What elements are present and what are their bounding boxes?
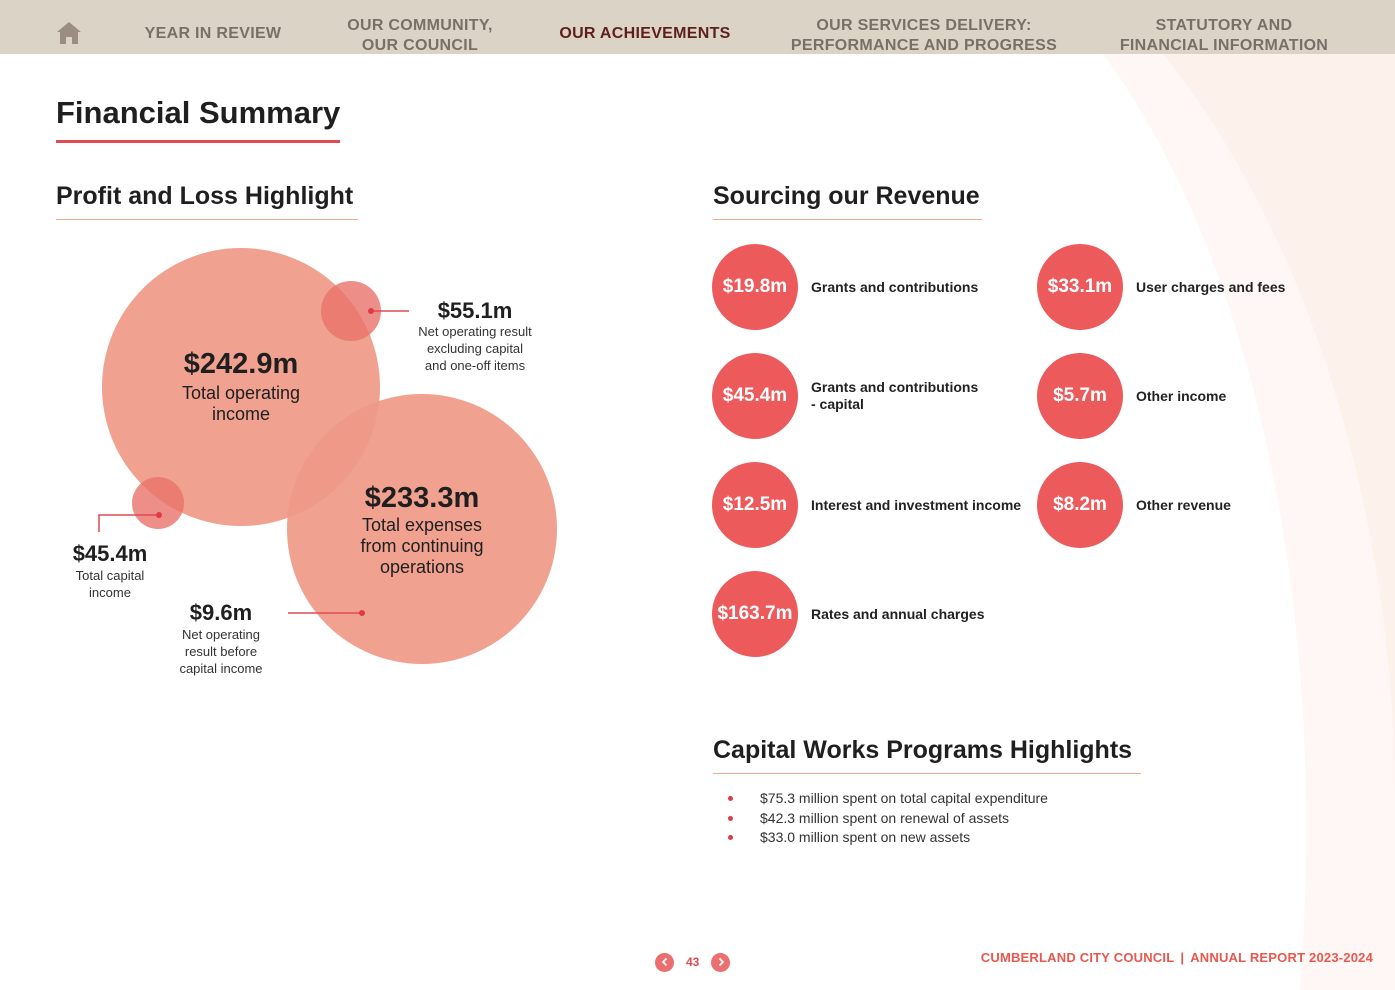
nav-item-our-achievements[interactable]: OUR ACHIEVEMENTS (559, 25, 731, 42)
bullet-text: $75.3 million spent on total capital exp… (760, 790, 1048, 806)
next-page-button[interactable] (711, 952, 731, 972)
revenue-label: Other revenue (1136, 496, 1231, 513)
revenue-label: Grants and contributions (811, 278, 979, 295)
revenue-value-circle: $33.1m (1037, 244, 1123, 330)
total-capital-income-value: $45.4m (72, 541, 148, 566)
profit-loss-underline (56, 219, 358, 220)
page-pager: 43 (655, 952, 731, 972)
capital-works-list: $75.3 million spent on total capital exp… (728, 789, 1048, 848)
revenue-value-circle: $12.5m (712, 462, 798, 548)
list-item: $42.3 million spent on renewal of assets (728, 809, 1048, 829)
list-item: $33.0 million spent on new assets (728, 828, 1048, 848)
bullet-text: $42.3 million spent on renewal of assets (760, 809, 1010, 826)
capital-works-underline (713, 773, 1141, 774)
bullet-icon (728, 796, 733, 801)
net-result-before-capital-label: Net operating result before capital inco… (179, 627, 263, 676)
revenue-title: Sourcing our Revenue (713, 182, 980, 210)
net-result-before-capital-value: $9.6m (189, 600, 253, 625)
revenue-label: Other income (1136, 387, 1227, 404)
revenue-value-circle: $163.7m (712, 571, 798, 657)
revenue-value-circle: $45.4m (712, 353, 798, 439)
bubble-total-expenses (287, 394, 557, 664)
revenue-value-circle: $8.2m (1037, 462, 1123, 548)
nav-item-year-in-review[interactable]: YEAR IN REVIEW (144, 25, 282, 42)
home-icon[interactable] (55, 19, 83, 47)
leader-dot-capital-income (156, 512, 162, 518)
bubble-net-operating-result (321, 281, 381, 341)
net-operating-result-label: Net operating result excluding capital a… (418, 324, 532, 373)
bullet-text: $33.0 million spent on new assets (760, 829, 971, 845)
chevron-right-icon (718, 957, 725, 967)
page-number: 43 (686, 955, 700, 969)
capital-works-title: Capital Works Programs Highlights (713, 736, 1133, 764)
list-item: $75.3 million spent on total capital exp… (728, 789, 1048, 809)
profit-loss-title: Profit and Loss Highlight (56, 182, 354, 210)
revenue-item: $45.4m Grants and contributions - capita… (712, 353, 1032, 439)
net-operating-result-value: $55.1m (437, 298, 513, 323)
revenue-underline (713, 219, 982, 220)
revenue-item: $33.1m User charges and fees (1037, 244, 1357, 330)
total-operating-income-label: Total operating income (181, 383, 301, 424)
revenue-item: $163.7m Rates and annual charges (712, 571, 1032, 657)
bullet-icon (728, 835, 733, 840)
total-expenses-label: Total expenses from continuing operation… (360, 515, 484, 577)
revenue-label: Grants and contributions - capital (811, 379, 979, 412)
total-capital-income-label: Total capital income (75, 568, 145, 600)
title-underline (56, 140, 340, 143)
revenue-item: $8.2m Other revenue (1037, 462, 1357, 548)
revenue-label: User charges and fees (1136, 278, 1286, 295)
revenue-item: $12.5m Interest and investment income (712, 462, 1032, 548)
footer-org: CUMBERLAND CITY COUNCIL (980, 950, 1175, 965)
revenue-label: Interest and investment income (811, 496, 1022, 513)
leader-capital-income (98, 514, 159, 532)
revenue-item: $5.7m Other income (1037, 353, 1357, 439)
footer-report: ANNUAL REPORT 2023-2024 (1190, 950, 1373, 965)
nav-item-services-delivery[interactable]: OUR SERVICES DELIVERY: PERFORMANCE AND P… (790, 17, 1058, 54)
previous-page-button[interactable] (655, 952, 674, 972)
revenue-label: Rates and annual charges (811, 605, 985, 622)
bullet-icon (728, 815, 733, 821)
revenue-value-circle: $19.8m (712, 244, 798, 330)
chevron-left-icon (661, 957, 667, 967)
nav-item-our-community[interactable]: OUR COMMUNITY, OUR COUNCIL (347, 17, 493, 54)
leader-dot-net-before (359, 610, 365, 616)
total-expenses-value: $233.3m (364, 482, 480, 514)
revenue-value-circle: $5.7m (1037, 353, 1123, 439)
leader-dot-net-operating (368, 308, 374, 314)
page-title: Financial Summary (56, 95, 341, 130)
bubble-total-capital-income (132, 477, 184, 529)
profit-loss-bubble-graphic (98, 248, 557, 664)
total-operating-income-value: $242.9m (183, 348, 299, 380)
nav-item-statutory-financial[interactable]: STATUTORY AND FINANCIAL INFORMATION (1119, 17, 1329, 54)
revenue-item: $19.8m Grants and contributions (712, 244, 1032, 330)
top-navigation: YEAR IN REVIEW OUR COMMUNITY, OUR COUNCI… (0, 0, 1395, 54)
footer-report-title: CUMBERLAND CITY COUNCIL | ANNUAL REPORT 20… (981, 950, 1373, 965)
footer-separator: | (1180, 950, 1185, 965)
